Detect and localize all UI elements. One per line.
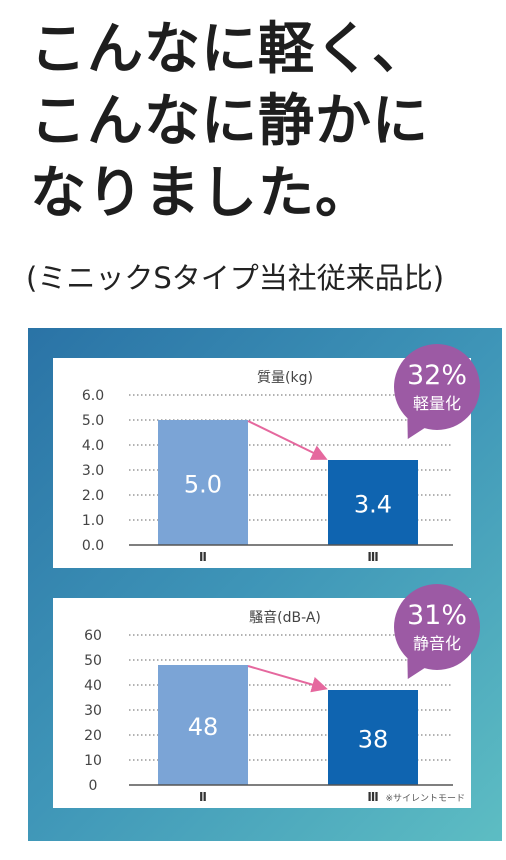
y-tick-label: 20 bbox=[84, 728, 102, 744]
y-tick-label: 40 bbox=[84, 678, 102, 694]
bar-new-model bbox=[328, 690, 418, 785]
noise-chart: 騒音(dB-A) 0 10 20 30 40 50 60 48 Ⅱ 38 Ⅲ ※サイレントモード bbox=[84, 609, 465, 804]
y-tick-label: 0.0 bbox=[82, 538, 104, 554]
noise-reduction-percent: 31% bbox=[406, 600, 467, 631]
chart-title: 騒音(dB-A) bbox=[249, 609, 321, 626]
y-tick-label: 60 bbox=[84, 628, 102, 644]
bar-old-model bbox=[158, 420, 248, 545]
chart-title: 質量(kg) bbox=[257, 370, 313, 386]
y-tick-label: 10 bbox=[84, 753, 102, 769]
bar-old-model bbox=[158, 665, 248, 785]
bar-value-label: 5.0 bbox=[184, 471, 222, 499]
noise-reduction-label: 静音化 bbox=[412, 634, 461, 653]
x-tick-label: Ⅱ bbox=[199, 790, 207, 804]
x-tick-label: Ⅲ bbox=[367, 790, 378, 804]
bar-value-label: 3.4 bbox=[354, 491, 392, 519]
y-tick-label: 3.0 bbox=[82, 463, 104, 479]
weight-reduction-percent: 32% bbox=[406, 360, 467, 391]
reduction-arrow bbox=[247, 665, 328, 693]
headline-line-2: こんなに静かに bbox=[30, 89, 429, 154]
y-tick-label: 4.0 bbox=[82, 438, 104, 454]
headline: こんなに軽く、 こんなに静かに なりました。 bbox=[30, 14, 429, 230]
y-tick-label: 1.0 bbox=[82, 513, 104, 529]
footnote-silent-mode: ※サイレントモード bbox=[385, 793, 465, 804]
bar-value-label: 38 bbox=[358, 726, 389, 754]
bar-new-model bbox=[328, 460, 418, 545]
weight-reduction-badge: 32% 軽量化 bbox=[394, 344, 480, 430]
weight-reduction-label: 軽量化 bbox=[412, 394, 461, 413]
y-tick-label: 50 bbox=[84, 653, 102, 669]
comparison-note: (ミニックSタイプ当社従来品比) bbox=[26, 261, 445, 295]
headline-line-1: こんなに軽く、 bbox=[30, 17, 429, 82]
chart-panel: 質量(kg) 0.0 1.0 2.0 3.0 4.0 5.0 6.0 5.0 Ⅱ 3.4 Ⅲ 騒音(d… bbox=[28, 328, 502, 841]
y-tick-label: 6.0 bbox=[82, 388, 104, 404]
y-tick-label: 5.0 bbox=[82, 413, 104, 429]
reduction-arrow bbox=[247, 420, 328, 460]
weight-chart: 質量(kg) 0.0 1.0 2.0 3.0 4.0 5.0 6.0 5.0 Ⅱ 3.4 Ⅲ bbox=[82, 370, 453, 564]
y-tick-label: 0 bbox=[89, 778, 98, 794]
x-tick-label: Ⅱ bbox=[199, 550, 207, 564]
bar-value-label: 48 bbox=[188, 713, 219, 741]
y-tick-label: 30 bbox=[84, 703, 102, 719]
headline-line-3: なりました。 bbox=[30, 161, 372, 226]
x-tick-label: Ⅲ bbox=[367, 550, 378, 564]
noise-reduction-badge: 31% 静音化 bbox=[394, 584, 480, 670]
y-tick-label: 2.0 bbox=[82, 488, 104, 504]
